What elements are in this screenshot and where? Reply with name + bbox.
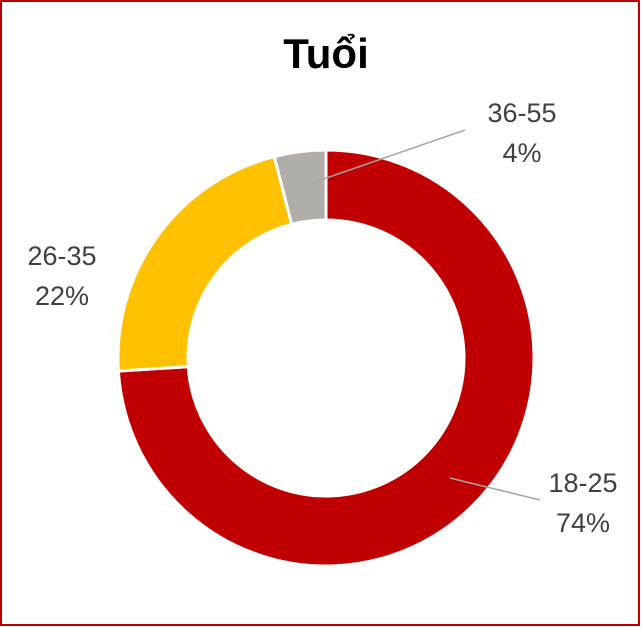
chart-title: Tuổi [283,30,369,77]
leader-line [449,477,541,501]
value-label: 74% [556,508,610,538]
category-label: 18-25 [548,468,617,498]
category-label: 36-55 [487,98,556,128]
slice [272,148,328,227]
slice [116,148,536,568]
value-label: 22% [35,281,89,311]
leader-line [311,129,466,184]
value-label: 4% [502,138,541,168]
category-label: 26-35 [27,241,96,271]
